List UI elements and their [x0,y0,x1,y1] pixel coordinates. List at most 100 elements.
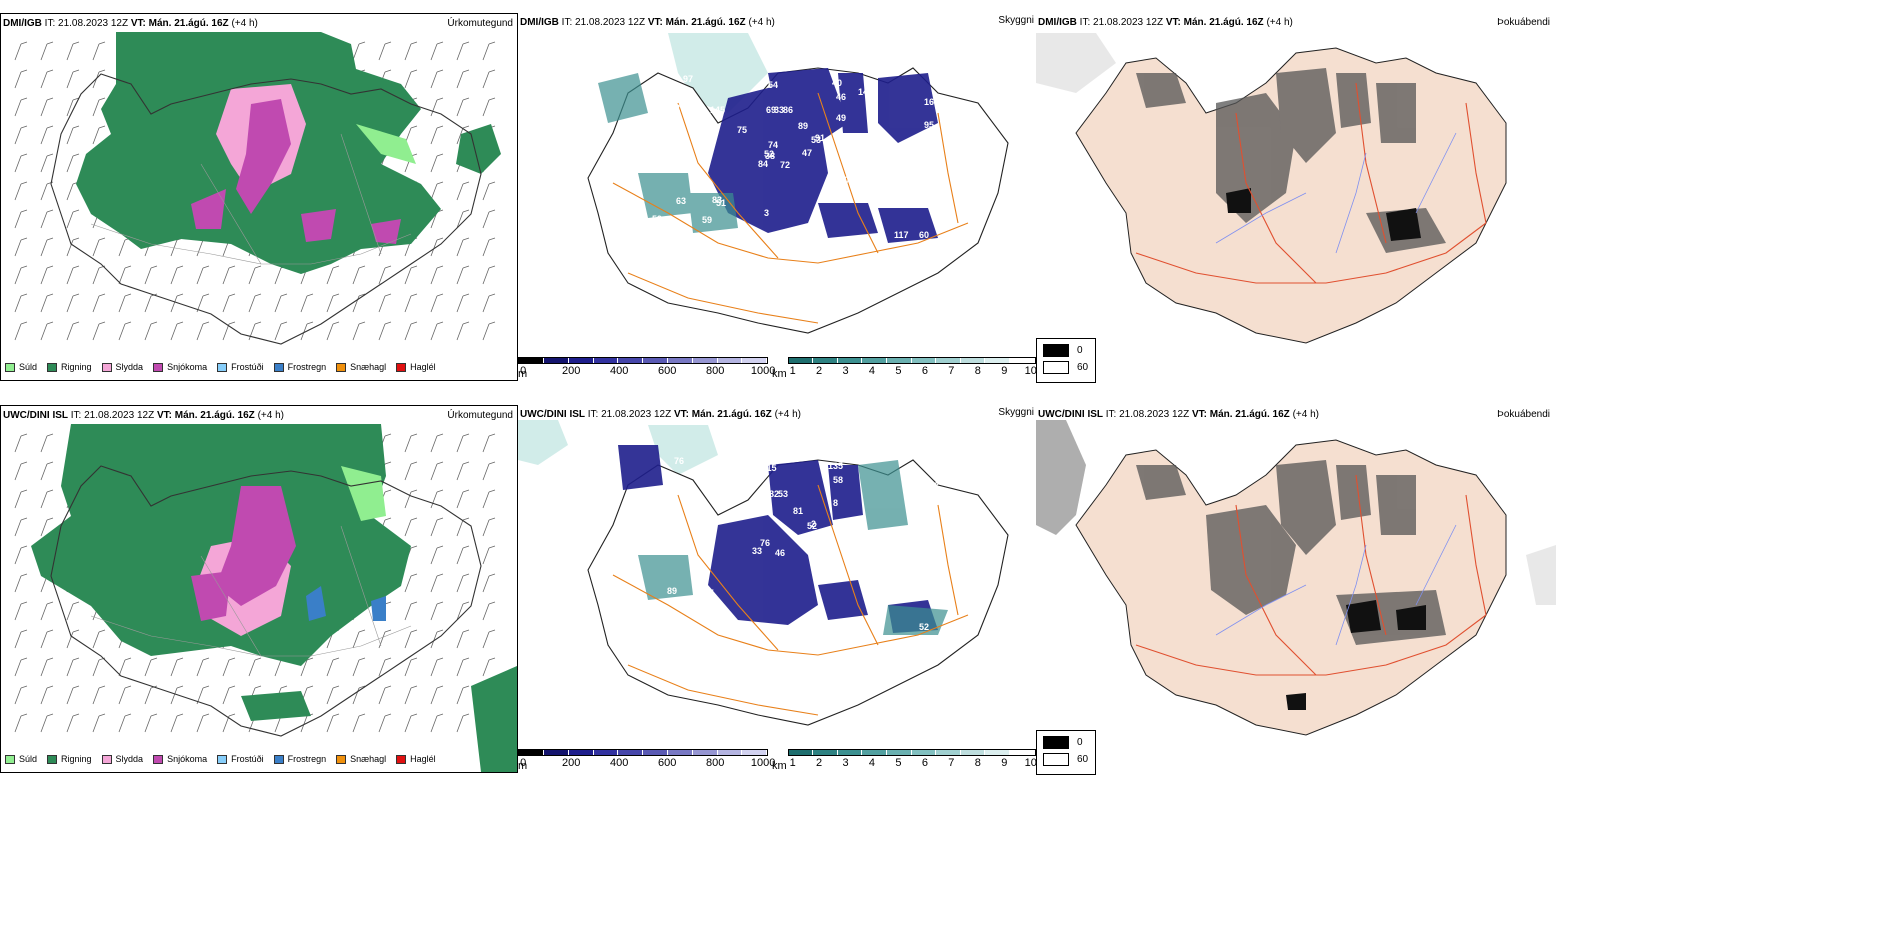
cloud-base-value: 145 [710,105,725,115]
river-lines [1215,524,1457,646]
wind-barb [222,321,236,341]
cloud-base-value: 72 [694,606,704,616]
wind-barb [404,265,418,285]
colorbar-tick-label: 1000 [750,757,776,769]
cloud-base-value: 33 [774,105,784,115]
cloud-base-value: 62 [797,535,807,545]
wind-barb [118,321,132,341]
visibility-unit: km [772,368,787,380]
wind-barb [456,97,470,117]
wind-barb [118,685,132,705]
wind-barb [378,629,392,649]
cloud-base-value: 53 [811,135,821,145]
cloud-base-value: 84 [758,159,768,169]
fog-plume [518,420,718,475]
cloud-base-value: 69 [766,105,776,115]
wind-barb [430,321,444,341]
fog-offshore [1036,33,1116,93]
wind-barb [40,713,54,733]
cloud-base-value: 53 [653,222,663,232]
wind-barb [482,41,496,61]
wind-barb [482,237,496,257]
visibility-colorbar: km 1 2 3 4 5 6 7 8 9 10 [772,749,1037,772]
colorbar-tick-label: 3 [842,757,849,769]
colorbar-tick-label: 9 [1001,365,1008,377]
wind-barb [222,685,236,705]
wind-barb [326,321,340,341]
wind-barb [274,293,288,313]
legend-item-snow-pellets: Snæhagl [336,362,386,372]
panel-header: UWC/DINI ISL IT: 21.08.2023 12Z VT: Mán.… [1038,409,1319,420]
colorbar-tick-label: 200 [561,757,581,769]
wind-barb [66,657,80,677]
wind-barb [14,41,28,61]
colorbar-cell [1010,358,1035,363]
wind-barb [170,321,184,341]
wind-barb [352,321,366,341]
wind-barb [66,69,80,89]
fog-black-patches [1226,188,1421,241]
wind-barb [40,461,54,481]
fog-legend-min: 0 [1043,736,1095,749]
wind-barb [14,461,28,481]
wind-barb [430,685,444,705]
cloud-base-value: 60 [919,230,929,240]
cloud-base-value: 83 [712,195,722,205]
cloud-base-value: 135 [828,461,843,471]
colorbar-tick-label: 2 [816,365,823,377]
wind-barb [118,657,132,677]
precip-map-svg [14,32,501,345]
colorbar-cell [643,358,668,363]
wind-barb [456,629,470,649]
wind-barb [92,713,106,733]
wind-barb [40,517,54,537]
precip-rain-south [241,666,517,772]
precip-freezing-area [306,586,386,621]
wind-barb [14,657,28,677]
wind-barb [118,265,132,285]
wind-barb [14,153,28,173]
wind-barb [92,657,106,677]
wind-barb [482,601,496,621]
wind-barb [14,321,28,341]
wind-barb [352,41,366,61]
colorbar-cell [837,750,863,755]
wind-barb [456,545,470,565]
colorbar-cell [862,750,888,755]
panel-header: DMI/IGB IT: 21.08.2023 12Z VT: Mán. 21.á… [1038,17,1293,28]
wind-barb [482,629,496,649]
colorbar-tick-label: 600 [657,365,677,377]
fog-legend-min: 0 [1043,344,1095,357]
colorbar-cell [788,750,814,755]
wind-barb [404,601,418,621]
wind-barb [352,657,366,677]
wind-barb [144,713,158,733]
precip-legend: Súld Rigning Slydda Snjókoma Frostúði Fr… [5,362,436,372]
precip-type-title: Úrkomutegund [447,410,513,421]
cloud-base-value: 52 [764,149,774,159]
wind-barb [404,461,418,481]
wind-barb [404,69,418,89]
cloud-base-value: 3 [764,208,769,218]
wind-barb [326,685,340,705]
cloud-base-value: 37 [861,565,871,575]
cloud-base-value: 40 [832,78,842,88]
wind-barb [430,657,444,677]
cloud-base-value: 5 [709,588,714,598]
wind-barb [456,601,470,621]
colorbar-tick-label: 2 [816,757,823,769]
colorbar-cell [519,358,544,363]
wind-barb [482,517,496,537]
wind-barb [14,293,28,313]
wind-barb [170,293,184,313]
colorbar-tick-label: 600 [657,757,677,769]
cloud-base-value: 16 [924,97,934,107]
wind-barb [92,321,106,341]
colorbar-cell [692,750,718,755]
colorbar-tick-label: 5 [895,365,902,377]
colorbar-tick-label: 0 [520,757,527,769]
colorbar-cell [887,750,912,755]
wind-barb [456,321,470,341]
cloud-base-value: 256 [681,233,696,243]
colorbar-cell [742,358,768,363]
